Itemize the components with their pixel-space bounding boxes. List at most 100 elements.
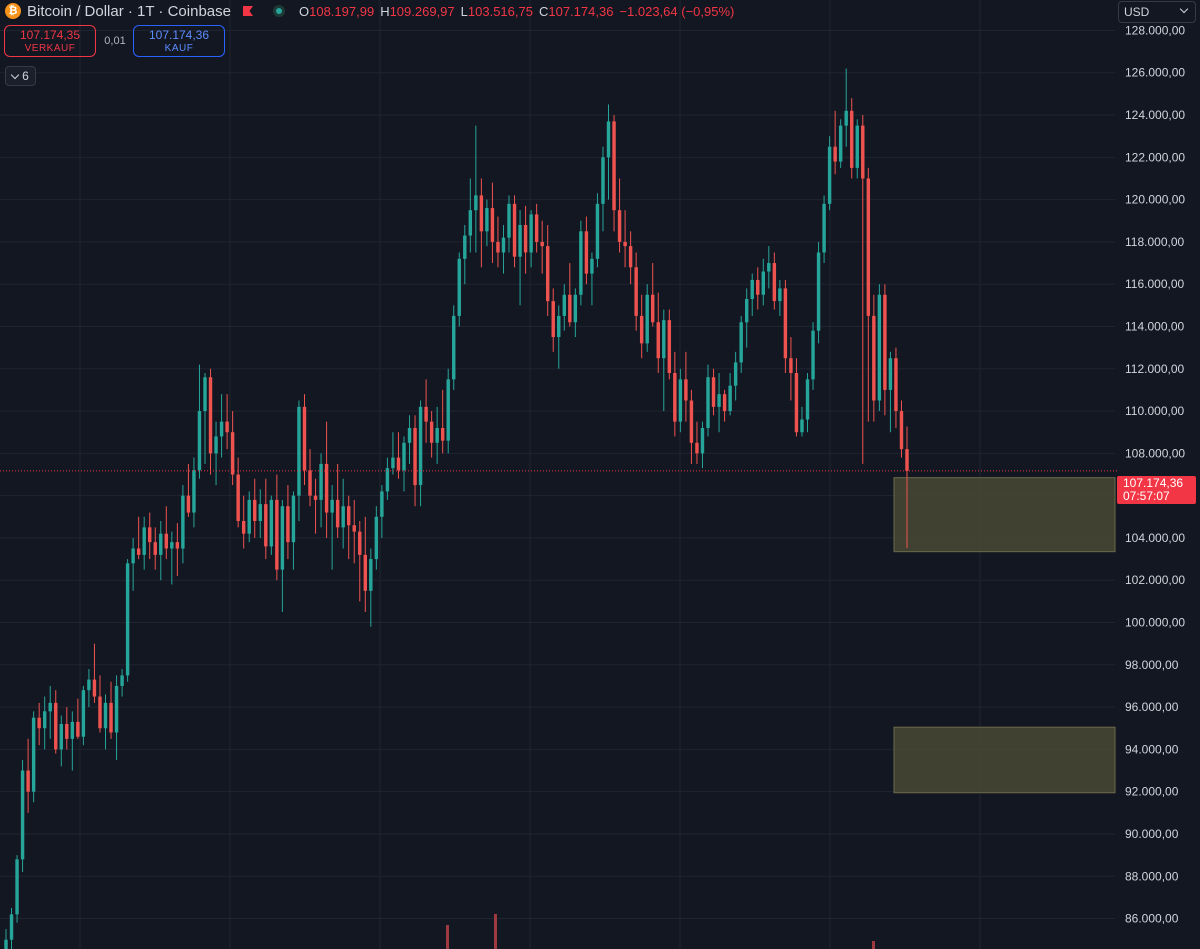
candle[interactable]	[109, 681, 113, 739]
candle[interactable]	[800, 406, 804, 437]
candle[interactable]	[479, 178, 484, 268]
candle[interactable]	[192, 457, 196, 528]
candle[interactable]	[335, 463, 340, 538]
candle[interactable]	[678, 368, 683, 433]
candle[interactable]	[606, 104, 611, 200]
candle[interactable]	[628, 231, 633, 285]
candle[interactable]	[700, 421, 705, 469]
candle[interactable]	[225, 394, 229, 450]
candle[interactable]	[557, 305, 561, 369]
candle[interactable]	[733, 351, 738, 401]
candle[interactable]	[568, 263, 572, 327]
candle[interactable]	[888, 351, 893, 433]
candle[interactable]	[474, 125, 478, 253]
candle[interactable]	[418, 400, 423, 507]
candle[interactable]	[358, 521, 362, 602]
candle[interactable]	[385, 457, 390, 500]
candle[interactable]	[148, 512, 152, 560]
candle[interactable]	[545, 224, 550, 316]
candle[interactable]	[286, 485, 290, 560]
candle[interactable]	[756, 267, 760, 310]
candle[interactable]	[142, 516, 146, 570]
candle[interactable]	[76, 698, 80, 739]
candle[interactable]	[529, 210, 533, 268]
symbol-title[interactable]: Bitcoin / Dollar · 1T · Coinbase	[27, 2, 231, 20]
candle[interactable]	[275, 474, 279, 581]
candle[interactable]	[203, 373, 207, 464]
candle[interactable]	[197, 364, 202, 479]
candle[interactable]	[778, 279, 782, 316]
candle[interactable]	[170, 531, 174, 585]
candle[interactable]	[31, 711, 36, 803]
candle[interactable]	[673, 351, 677, 437]
candle[interactable]	[87, 669, 91, 708]
candle[interactable]	[120, 669, 124, 697]
candle[interactable]	[159, 521, 163, 581]
candle[interactable]	[352, 499, 356, 564]
candle[interactable]	[452, 305, 456, 390]
candle[interactable]	[20, 759, 25, 873]
candle[interactable]	[789, 337, 793, 401]
market-status-icon[interactable]	[272, 5, 285, 17]
candle[interactable]	[308, 449, 312, 507]
candle[interactable]	[264, 478, 268, 560]
candle[interactable]	[573, 288, 578, 338]
candle[interactable]	[4, 929, 8, 949]
sell-button[interactable]: 107.174,35 VERKAUF	[4, 25, 96, 57]
candle[interactable]	[584, 216, 589, 285]
candle[interactable]	[48, 685, 52, 739]
candle[interactable]	[297, 400, 301, 522]
candle[interactable]	[651, 263, 655, 327]
candle[interactable]	[656, 292, 660, 374]
candle[interactable]	[136, 516, 141, 560]
candle[interactable]	[562, 284, 567, 331]
candle[interactable]	[341, 478, 345, 549]
candle[interactable]	[861, 115, 865, 464]
candle[interactable]	[219, 394, 224, 458]
candle[interactable]	[236, 457, 240, 528]
candle[interactable]	[744, 288, 749, 348]
candle[interactable]	[65, 707, 69, 750]
candle[interactable]	[181, 485, 185, 564]
candle[interactable]	[534, 203, 539, 253]
candle[interactable]	[634, 252, 638, 331]
candle[interactable]	[37, 702, 41, 746]
candle[interactable]	[706, 364, 710, 437]
candle[interactable]	[496, 216, 500, 268]
flag-icon[interactable]	[242, 6, 253, 16]
candle[interactable]	[490, 182, 495, 264]
candle[interactable]	[595, 193, 600, 268]
candle[interactable]	[440, 389, 445, 454]
indicators-toggle-button[interactable]: 6	[5, 66, 36, 86]
candle[interactable]	[695, 421, 699, 464]
candle[interactable]	[894, 347, 898, 428]
candle[interactable]	[391, 432, 395, 475]
candle[interactable]	[81, 685, 86, 746]
price-zone[interactable]	[893, 477, 1116, 553]
candle[interactable]	[380, 485, 384, 538]
candle[interactable]	[761, 258, 765, 306]
candle[interactable]	[9, 907, 14, 949]
candle[interactable]	[324, 421, 329, 538]
candle[interactable]	[518, 210, 522, 306]
candle[interactable]	[590, 252, 594, 306]
candle[interactable]	[446, 368, 450, 454]
price-zone[interactable]	[893, 726, 1116, 794]
candle[interactable]	[877, 284, 882, 412]
bitcoin-coin-icon[interactable]: ₿	[5, 3, 21, 19]
candle[interactable]	[805, 373, 810, 433]
candle[interactable]	[402, 436, 406, 492]
candle[interactable]	[855, 119, 859, 179]
candle[interactable]	[844, 68, 848, 147]
candle[interactable]	[424, 379, 428, 443]
candle[interactable]	[369, 548, 373, 627]
buy-button[interactable]: 107.174,36 KAUF	[133, 25, 225, 57]
candle[interactable]	[794, 358, 799, 437]
candle[interactable]	[468, 178, 473, 253]
candle[interactable]	[722, 389, 727, 422]
candle[interactable]	[523, 205, 528, 274]
candle[interactable]	[750, 273, 754, 316]
candle[interactable]	[579, 220, 583, 306]
candle[interactable]	[485, 199, 489, 247]
candle[interactable]	[186, 463, 191, 517]
